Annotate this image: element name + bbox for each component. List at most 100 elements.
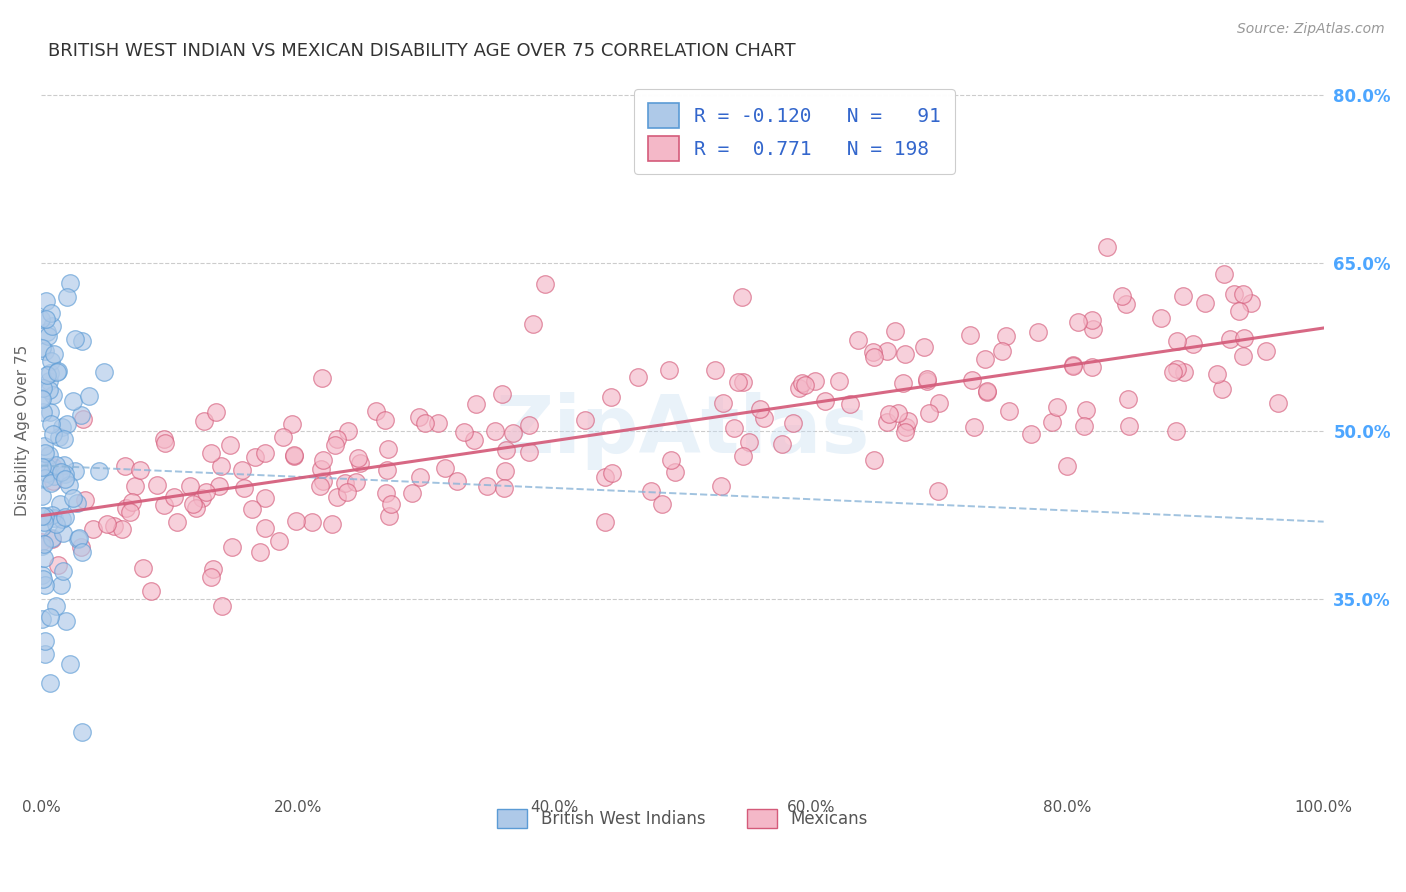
Point bbox=[254, 491, 277, 506]
Point bbox=[973, 351, 995, 366]
Point bbox=[465, 397, 488, 411]
Point bbox=[233, 482, 256, 496]
Point bbox=[928, 396, 950, 410]
Point bbox=[770, 437, 793, 451]
Point bbox=[254, 521, 277, 535]
Point bbox=[1171, 289, 1194, 303]
Point bbox=[731, 290, 754, 304]
Point bbox=[374, 485, 396, 500]
Point bbox=[1163, 365, 1185, 379]
Point bbox=[1073, 418, 1095, 433]
Point bbox=[38, 449, 60, 463]
Point bbox=[34, 508, 56, 523]
Point bbox=[93, 365, 115, 379]
Point bbox=[312, 452, 335, 467]
Point bbox=[494, 481, 516, 495]
Point bbox=[253, 446, 276, 460]
Point bbox=[574, 413, 596, 427]
Point bbox=[1097, 240, 1119, 254]
Point bbox=[1233, 331, 1256, 345]
Point bbox=[31, 341, 53, 355]
Point bbox=[283, 449, 305, 463]
Point bbox=[163, 490, 186, 504]
Point bbox=[53, 472, 76, 486]
Point bbox=[1083, 322, 1105, 336]
Point bbox=[1240, 296, 1263, 310]
Point bbox=[491, 387, 513, 401]
Point bbox=[53, 509, 76, 524]
Point bbox=[1067, 315, 1090, 329]
Point bbox=[166, 515, 188, 529]
Point bbox=[34, 471, 56, 485]
Point bbox=[1219, 332, 1241, 346]
Point bbox=[34, 516, 56, 530]
Point bbox=[34, 633, 56, 648]
Point bbox=[994, 329, 1017, 343]
Point bbox=[862, 345, 884, 359]
Point bbox=[249, 545, 271, 559]
Text: Source: ZipAtlas.com: Source: ZipAtlas.com bbox=[1237, 22, 1385, 37]
Point bbox=[39, 417, 62, 432]
Point bbox=[1111, 289, 1133, 303]
Point bbox=[301, 515, 323, 529]
Point bbox=[73, 493, 96, 508]
Point bbox=[39, 353, 62, 368]
Point bbox=[517, 445, 540, 459]
Point bbox=[55, 615, 77, 629]
Point bbox=[34, 578, 56, 592]
Point bbox=[132, 560, 155, 574]
Point bbox=[710, 479, 733, 493]
Point bbox=[35, 293, 58, 308]
Point bbox=[787, 380, 810, 394]
Point bbox=[48, 465, 70, 479]
Point bbox=[1227, 304, 1250, 318]
Point bbox=[1150, 310, 1173, 325]
Point bbox=[914, 340, 936, 354]
Point bbox=[1062, 359, 1084, 373]
Point bbox=[42, 388, 65, 402]
Point bbox=[640, 484, 662, 499]
Point bbox=[51, 512, 73, 526]
Point bbox=[62, 394, 84, 409]
Point bbox=[31, 508, 53, 523]
Point bbox=[517, 418, 540, 433]
Point bbox=[433, 461, 456, 475]
Point bbox=[1046, 400, 1069, 414]
Point bbox=[408, 409, 430, 424]
Point bbox=[58, 478, 80, 492]
Point bbox=[894, 425, 917, 440]
Point bbox=[32, 439, 55, 453]
Point bbox=[31, 520, 53, 534]
Point bbox=[67, 531, 90, 545]
Point bbox=[145, 478, 167, 492]
Point bbox=[42, 474, 65, 488]
Point bbox=[96, 516, 118, 531]
Point bbox=[39, 366, 62, 380]
Point bbox=[181, 497, 204, 511]
Point bbox=[723, 421, 745, 435]
Point bbox=[862, 350, 884, 364]
Point bbox=[39, 676, 62, 690]
Point bbox=[991, 344, 1014, 359]
Point bbox=[1213, 267, 1236, 281]
Point bbox=[41, 532, 63, 546]
Point bbox=[377, 442, 399, 456]
Point bbox=[49, 465, 72, 479]
Point bbox=[401, 486, 423, 500]
Point bbox=[32, 537, 55, 551]
Point bbox=[593, 516, 616, 530]
Y-axis label: Disability Age Over 75: Disability Age Over 75 bbox=[15, 345, 30, 516]
Point bbox=[846, 334, 869, 348]
Point bbox=[42, 427, 65, 442]
Point bbox=[326, 432, 349, 446]
Point bbox=[344, 475, 367, 489]
Point bbox=[48, 430, 70, 444]
Point bbox=[749, 401, 772, 416]
Point bbox=[53, 432, 76, 446]
Point bbox=[37, 467, 59, 481]
Point bbox=[45, 599, 67, 613]
Point bbox=[51, 420, 73, 434]
Point bbox=[87, 464, 110, 478]
Point bbox=[63, 332, 86, 346]
Point bbox=[79, 389, 101, 403]
